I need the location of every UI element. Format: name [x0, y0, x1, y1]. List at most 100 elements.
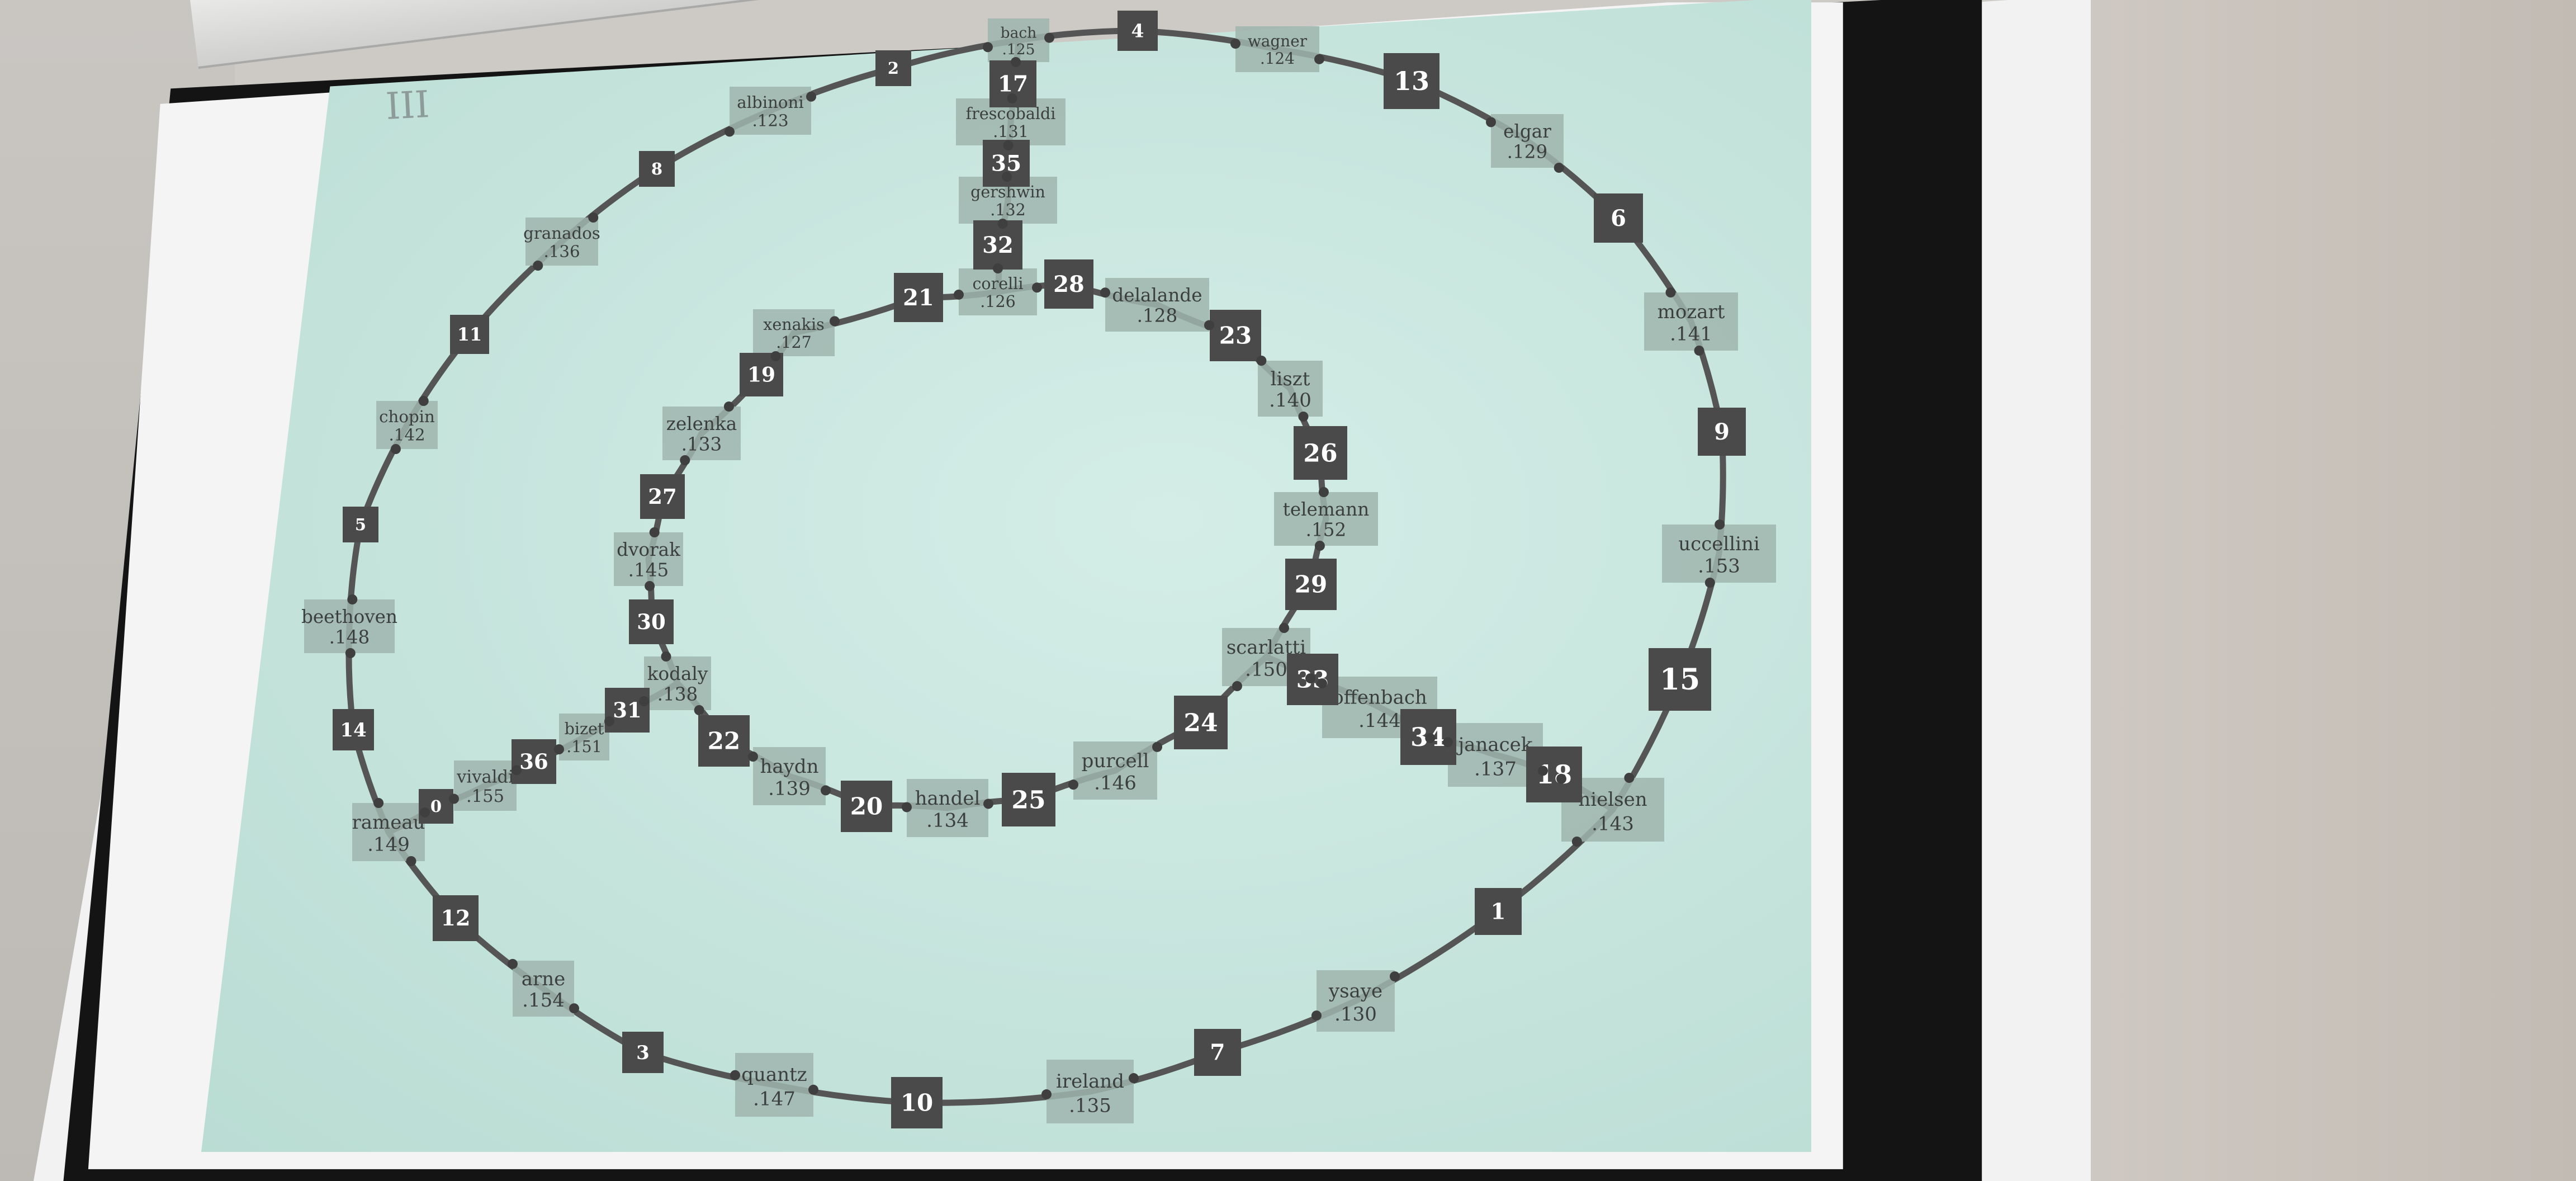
- number-label: 19: [747, 363, 775, 386]
- number-box: [973, 220, 1022, 270]
- composer-node-granados: granados.136: [523, 218, 600, 266]
- composer-name: rameau: [352, 811, 425, 834]
- edge-endpoint-dot: [821, 785, 831, 796]
- composer-node-vivaldi: vivaldi.155: [454, 760, 517, 811]
- number-node-7: 7: [1194, 1029, 1241, 1076]
- number-node-18: 18: [1526, 747, 1582, 802]
- edge-endpoint-dot: [1314, 54, 1324, 64]
- composer-name: quantz: [741, 1064, 807, 1086]
- number-box: [1384, 53, 1439, 109]
- composer-name: ysaye: [1328, 980, 1382, 1002]
- number-label: 12: [441, 905, 471, 930]
- composer-value: .150: [1245, 658, 1287, 681]
- number-node-13: 13: [1384, 53, 1439, 109]
- edge-endpoint-dot: [390, 444, 401, 454]
- edge-endpoint-dot: [1305, 673, 1315, 684]
- composer-value: .142: [389, 426, 425, 445]
- number-node-20: 20: [841, 781, 892, 832]
- edge-endpoint-dot: [1256, 356, 1267, 366]
- edge-endpoint-dot: [808, 1084, 818, 1095]
- number-label: 26: [1303, 439, 1337, 467]
- composer-box: [662, 407, 741, 460]
- number-box: [875, 50, 911, 86]
- composer-value: .132: [990, 200, 1026, 219]
- composer-value: .147: [753, 1088, 795, 1110]
- edge-endpoint-dot: [1129, 1073, 1139, 1084]
- edge-endpoint-dot: [1311, 1010, 1322, 1021]
- edge-endpoint-dot: [1041, 1089, 1052, 1100]
- edge-endpoint-dot: [997, 219, 1008, 229]
- number-box: [841, 781, 892, 832]
- number-box: [450, 315, 489, 354]
- edge-endpoint-dot: [983, 799, 993, 809]
- edge-endpoint-dot: [420, 807, 430, 818]
- composer-node-telemann: telemann.152: [1274, 492, 1378, 546]
- edge-endpoint-dot: [508, 958, 518, 969]
- number-node-9: 9: [1698, 408, 1746, 456]
- edge-endpoint-dot: [1425, 733, 1436, 743]
- edge-endpoint-dot: [1298, 412, 1309, 422]
- number-box: [1210, 310, 1261, 361]
- composer-box: [1644, 292, 1738, 351]
- number-label: 7: [1210, 1040, 1225, 1065]
- number-node-32: 32: [973, 220, 1022, 270]
- composer-value: .152: [1306, 519, 1347, 541]
- number-label: 15: [1660, 663, 1700, 697]
- composer-value: .144: [1358, 710, 1401, 732]
- number-label: 1: [1490, 899, 1505, 924]
- edge-endpoint-dot: [1665, 287, 1676, 297]
- composer-value: .134: [926, 809, 969, 832]
- composer-box: [614, 532, 683, 586]
- number-node-15: 15: [1649, 648, 1711, 711]
- number-box: [891, 1077, 943, 1128]
- composer-name: albinoni: [737, 93, 803, 112]
- composer-node-bizet: bizet.151: [559, 714, 609, 760]
- composer-box: [1258, 361, 1323, 417]
- number-node-28: 28: [1044, 259, 1093, 309]
- edge-endpoint-dot: [1624, 773, 1635, 783]
- number-label: 9: [1714, 419, 1730, 445]
- number-box: [640, 474, 685, 519]
- composer-name: delalande: [1112, 285, 1202, 306]
- edge-endpoint-dot: [347, 594, 358, 604]
- composer-name: wagner: [1248, 32, 1308, 50]
- number-node-1: 1: [1475, 888, 1522, 935]
- composer-box: [753, 747, 826, 805]
- edge-endpoint-dot: [993, 263, 1003, 273]
- number-node-23: 23: [1210, 310, 1261, 361]
- composer-name: telemann: [1283, 499, 1370, 520]
- composer-value: .151: [566, 737, 602, 756]
- edge-endpoint-dot: [533, 261, 543, 271]
- edge-endpoint-dot: [748, 752, 758, 762]
- composer-box: [959, 268, 1037, 315]
- edge-endpoint-dot: [1044, 32, 1054, 43]
- edge-endpoint-dot: [1571, 837, 1582, 847]
- edge-endpoint-dot: [1318, 487, 1329, 497]
- composer-value: .138: [657, 684, 698, 705]
- edge-endpoint-dot: [1279, 623, 1289, 633]
- number-node-21: 21: [894, 273, 943, 322]
- composer-box: [1046, 1060, 1134, 1123]
- composer-node-ysaye: ysaye.130: [1317, 970, 1395, 1032]
- number-label: 3: [636, 1042, 650, 1064]
- composer-box: [1317, 970, 1395, 1032]
- number-box: [894, 273, 943, 322]
- number-node-2: 2: [875, 50, 911, 86]
- edge-endpoint-dot: [1232, 681, 1242, 691]
- number-node-4: 4: [1117, 11, 1158, 51]
- edge-endpoint-dot: [730, 1070, 740, 1080]
- number-node-10: 10: [891, 1077, 943, 1128]
- composer-node-corelli: corelli.126: [959, 268, 1037, 315]
- edge-endpoint-dot: [512, 765, 522, 776]
- number-label: 11: [457, 324, 482, 345]
- composer-node-dvorak: dvorak.145: [614, 532, 683, 586]
- edge-endpoint-dot: [954, 289, 964, 300]
- composer-name: kodaly: [647, 663, 708, 684]
- number-label: 29: [1295, 571, 1327, 598]
- number-node-30: 30: [629, 599, 674, 644]
- composer-box: [525, 218, 598, 266]
- number-box: [1044, 259, 1093, 309]
- number-box: [1174, 696, 1228, 749]
